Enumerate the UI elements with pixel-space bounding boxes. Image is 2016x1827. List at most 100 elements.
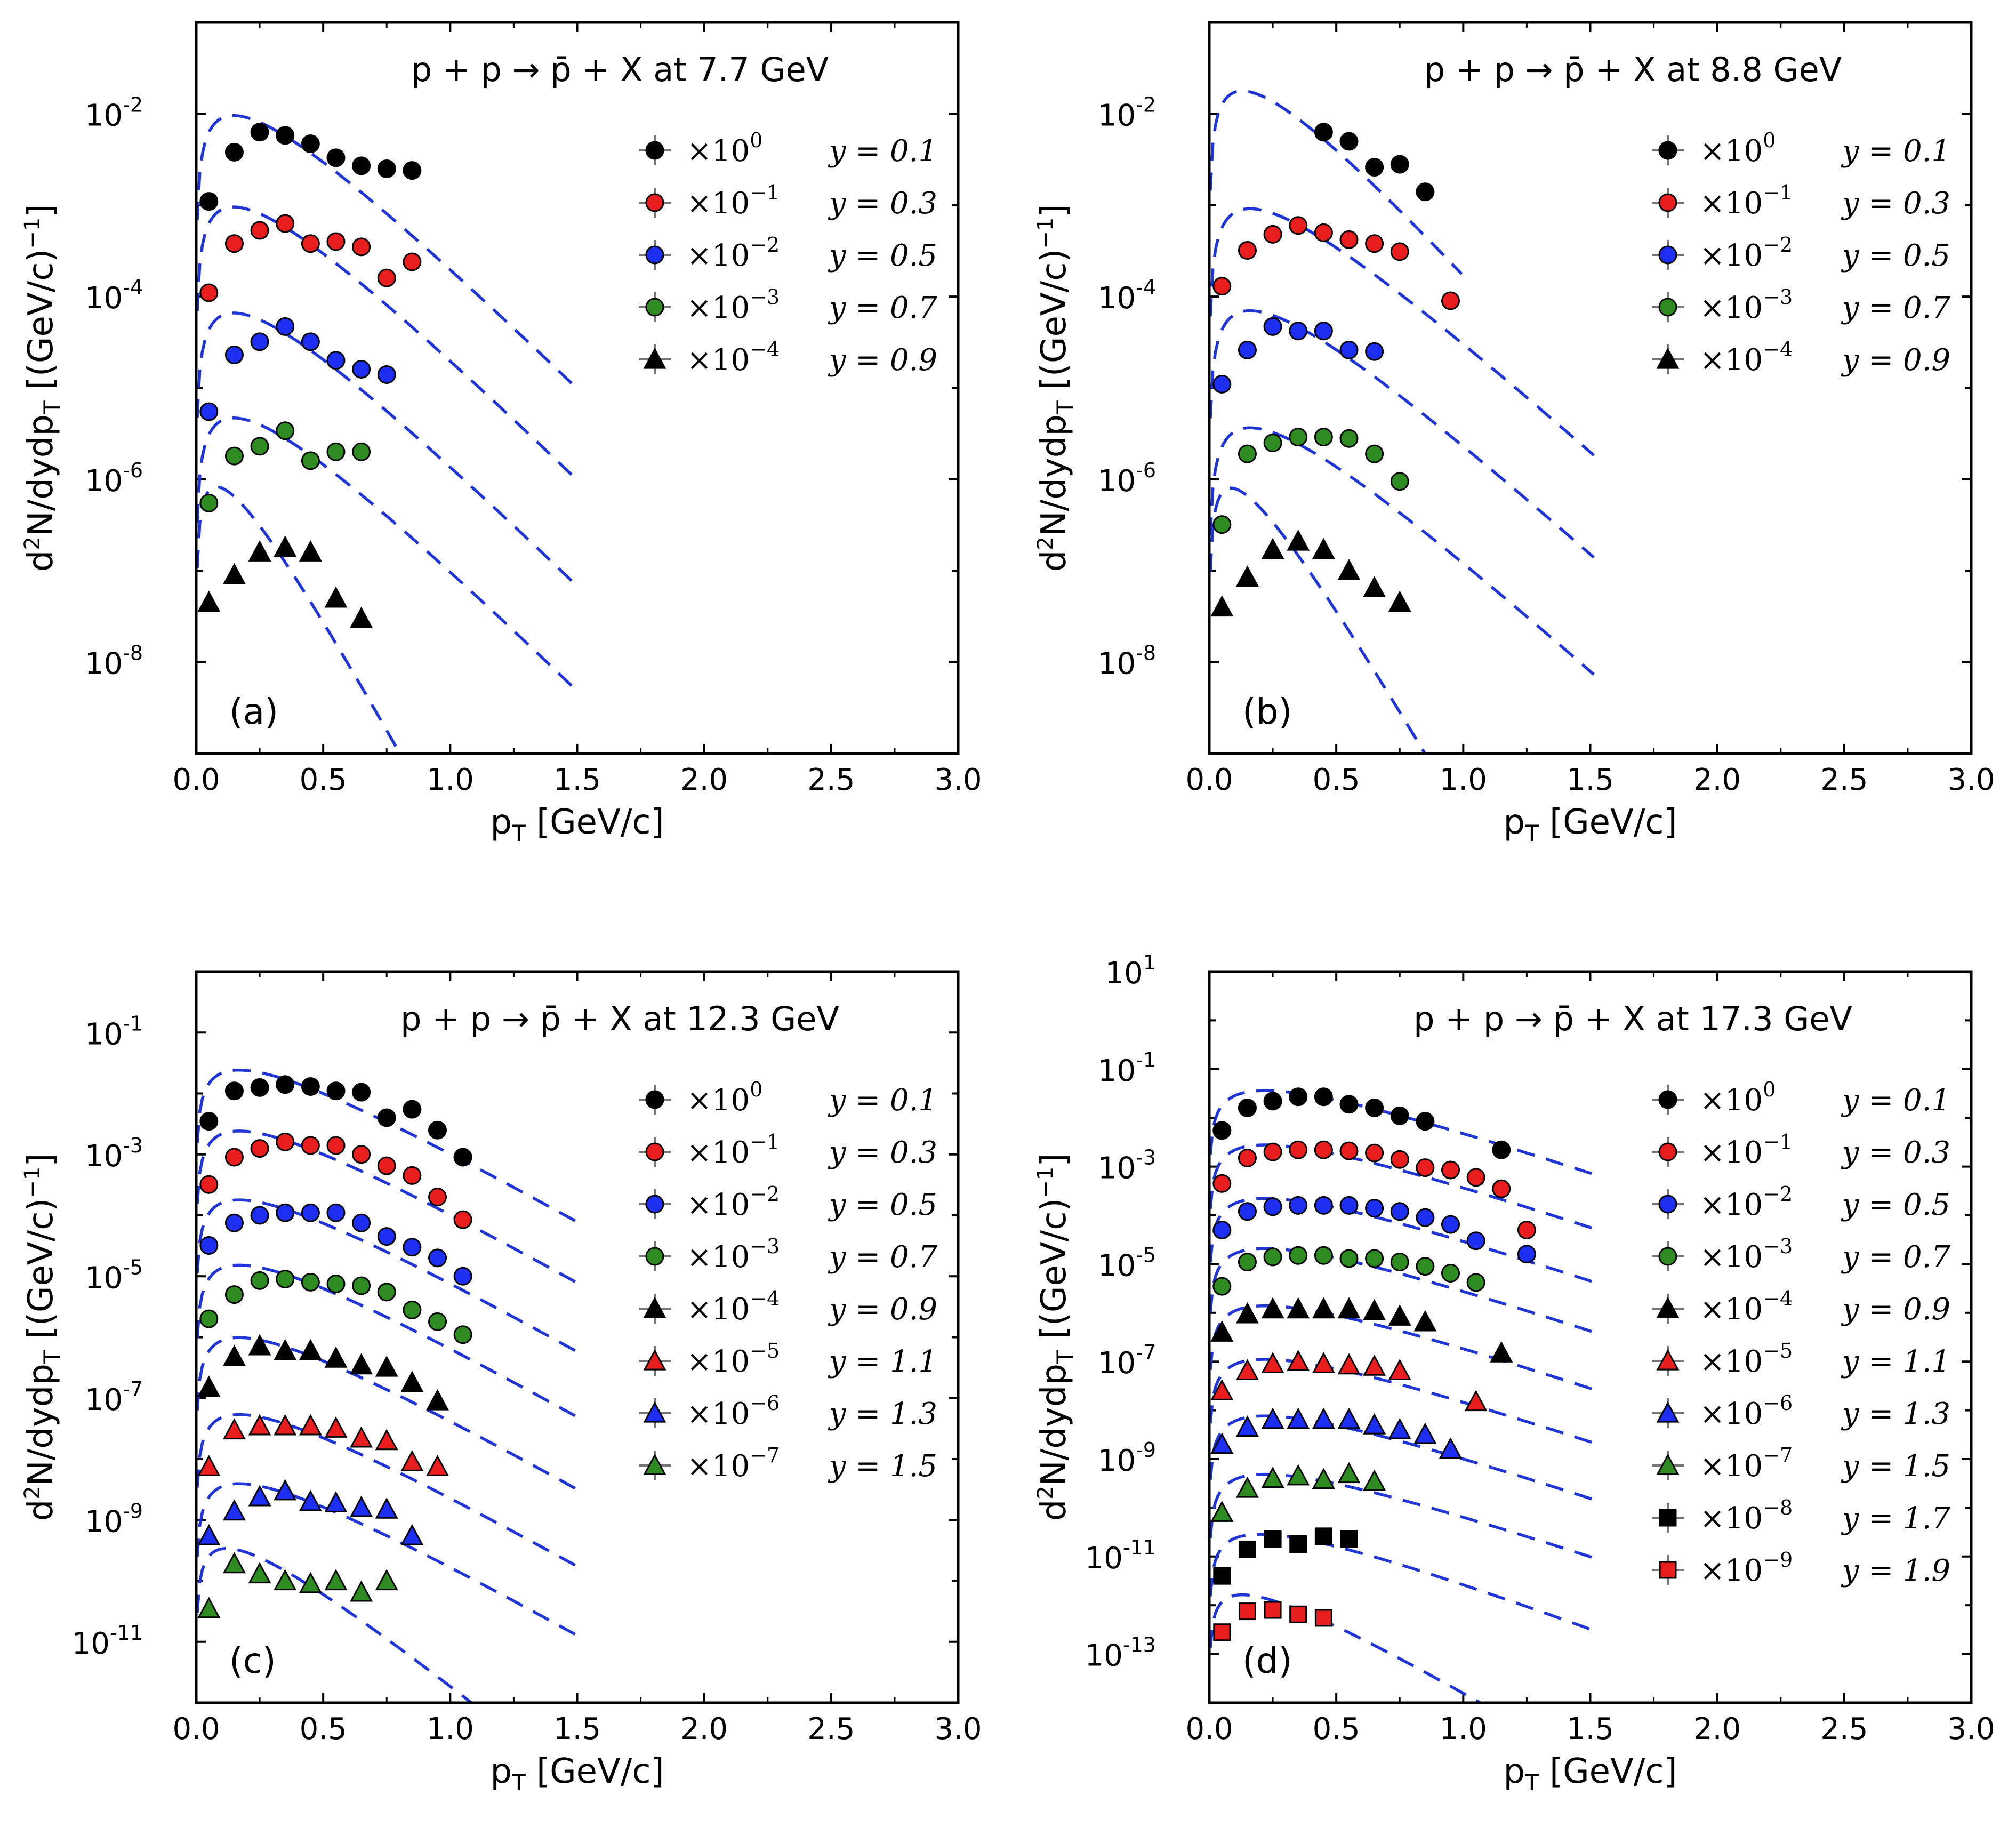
data-point <box>1416 182 1435 202</box>
x-tick-label: 1.0 <box>427 763 474 797</box>
panel-label: (b) <box>1242 691 1292 732</box>
data-point <box>428 1312 447 1331</box>
data-point <box>199 1112 219 1131</box>
legend-scale: ×10−1 <box>687 1130 780 1170</box>
data-point <box>1388 1359 1411 1380</box>
data-point <box>428 1120 447 1140</box>
y-axis: 10-2 10-4 10-6 10-8 <box>85 21 958 755</box>
series-1.5 <box>1210 1462 1386 1522</box>
data-point <box>1340 1530 1358 1548</box>
data-point <box>324 1491 348 1513</box>
legend-rapidity: y = 1.3 <box>828 1397 937 1431</box>
legend: ×100 y = 0.1 ×10−1 y = 0.3 ×10−2 y = 0.5 ×10−3… <box>1652 129 1950 378</box>
data-point <box>1441 1215 1460 1234</box>
data-point <box>403 1166 422 1185</box>
data-point <box>1213 1623 1231 1641</box>
data-point <box>301 134 320 154</box>
y-tick-label: 10-9 <box>1098 1438 1156 1478</box>
data-point <box>1264 1601 1282 1619</box>
legend-scale: ×10−3 <box>687 285 780 325</box>
fit-curve <box>196 1263 582 1421</box>
data-point <box>248 1485 271 1507</box>
data-point <box>197 1455 221 1476</box>
legend-rapidity: y = 0.1 <box>828 1083 937 1118</box>
legend-rapidity: y = 0.3 <box>1841 186 1950 221</box>
fit-curve <box>196 114 577 389</box>
legend-marker <box>1658 1247 1677 1266</box>
fit-curve <box>1209 1089 1595 1176</box>
fit-curve <box>196 1129 582 1286</box>
x-tick-label: 2.0 <box>680 1712 728 1746</box>
x-tick-label: 2.5 <box>807 763 855 797</box>
series-0.1 <box>199 1075 472 1167</box>
legend-scale: ×10−4 <box>687 338 780 378</box>
data-point <box>274 1339 297 1360</box>
fit-curve <box>1209 89 1463 275</box>
data-point <box>350 1426 373 1448</box>
legend-rapidity: y = 0.3 <box>828 1135 937 1170</box>
data-point <box>1289 1246 1308 1265</box>
y-tick-label: 10-9 <box>85 1499 143 1539</box>
legend-scale: ×10−4 <box>1700 1287 1793 1327</box>
data-point <box>352 1145 371 1164</box>
series-1.3 <box>197 1479 424 1545</box>
data-point <box>199 1175 219 1194</box>
data-point <box>1390 472 1409 491</box>
legend-rapidity: y = 0.5 <box>828 238 937 273</box>
data-point <box>248 1334 271 1356</box>
data-point <box>1416 1257 1435 1276</box>
data-point <box>1314 1140 1333 1159</box>
data-point <box>1263 1092 1282 1111</box>
data-points <box>1210 1087 1536 1641</box>
data-point <box>403 1238 422 1257</box>
legend: ×100 y = 0.1 ×10−1 y = 0.3 ×10−2 y = 0.5 ×10−3… <box>639 1078 937 1484</box>
data-point <box>197 590 221 612</box>
y-tick-label: 10-13 <box>1085 1633 1156 1673</box>
data-point <box>1263 434 1282 453</box>
series-0.9 <box>1210 1297 1513 1363</box>
data-point <box>199 402 219 421</box>
y-axis-label: d2N/dydpT [(GeV/c)−1] <box>20 1153 65 1521</box>
data-point <box>274 1479 297 1501</box>
data-point <box>400 1371 424 1392</box>
y-tick-label: 10-6 <box>85 459 143 499</box>
x-tick-label: 0.5 <box>1313 763 1360 797</box>
data-point <box>250 221 269 240</box>
data-point <box>352 360 371 379</box>
x-tick-label: 0.0 <box>172 1712 220 1746</box>
data-point <box>1212 1221 1232 1240</box>
data-point <box>274 535 297 557</box>
data-point <box>428 1188 447 1207</box>
legend-scale: ×10−4 <box>687 1287 780 1327</box>
legend-rapidity: y = 0.9 <box>1841 343 1950 378</box>
data-point <box>301 1272 320 1292</box>
data-point <box>1490 1341 1513 1363</box>
data-point <box>276 214 295 233</box>
data-point <box>1238 241 1257 260</box>
data-point <box>1365 158 1384 177</box>
legend-scale: ×10−2 <box>1700 1182 1793 1222</box>
legend-entry: ×10−1 y = 0.3 <box>1652 181 1950 221</box>
data-point <box>352 442 371 461</box>
data-point <box>453 1148 472 1167</box>
data-point <box>1441 1160 1460 1180</box>
data-point <box>324 1346 348 1368</box>
data-point <box>352 1213 371 1232</box>
data-point <box>276 1132 295 1151</box>
data-point <box>1439 1437 1463 1459</box>
legend-entry: ×100 y = 0.1 <box>1652 1078 1950 1118</box>
legend-entry: ×10−6 y = 1.3 <box>1652 1391 1950 1431</box>
y-tick-label: 10-3 <box>85 1134 143 1174</box>
data-point <box>276 317 295 336</box>
legend-marker <box>645 1090 664 1109</box>
data-point <box>274 1569 297 1591</box>
legend: ×100 y = 0.1 ×10−1 y = 0.3 ×10−2 y = 0.5 ×10−3… <box>639 129 937 378</box>
data-point <box>1363 1354 1386 1376</box>
panel-title: p + p → p̄ + X at 17.3 GeV <box>1413 999 1852 1038</box>
data-point <box>453 1267 472 1286</box>
legend-marker <box>1659 1561 1677 1579</box>
y-axis-label: d2N/dydpT [(GeV/c)−1] <box>20 204 65 572</box>
data-point <box>377 365 396 384</box>
data-point <box>1314 428 1333 447</box>
legend-rapidity: y = 0.1 <box>1841 1083 1950 1118</box>
